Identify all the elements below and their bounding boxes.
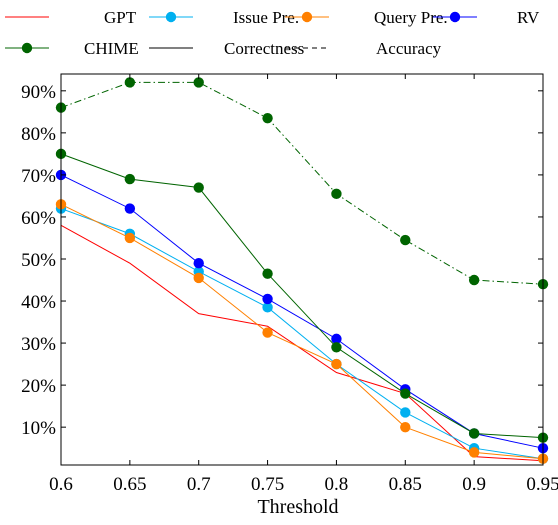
legend-label: RV bbox=[517, 8, 540, 27]
legend-label: GPT bbox=[104, 8, 137, 27]
legend-label: Accuracy bbox=[376, 39, 442, 58]
data-point-rv bbox=[193, 257, 204, 269]
x-tick-label: 0.65 bbox=[113, 474, 146, 495]
data-point-issue-pre bbox=[400, 407, 411, 418]
legend-item-rv: RV bbox=[433, 8, 540, 27]
legend-item-issue-pre: Issue Pre. bbox=[149, 8, 299, 27]
data-point-rv bbox=[331, 333, 342, 345]
legend-item-query-pre: Query Pre. bbox=[285, 8, 448, 27]
legend-item-accuracy: Accuracy bbox=[285, 39, 442, 58]
data-point-chime bbox=[193, 77, 204, 88]
x-tick-label: 0.7 bbox=[187, 474, 211, 495]
data-point-query-pre bbox=[262, 327, 273, 338]
legend-label: Query Pre. bbox=[374, 8, 448, 27]
x-tick-label: 0.95 bbox=[526, 474, 558, 495]
legend-swatch-marker bbox=[301, 11, 313, 23]
y-tick-label: 90% bbox=[21, 82, 56, 103]
data-point-chime bbox=[400, 234, 411, 246]
legend-label: Correctness bbox=[224, 39, 304, 58]
series-chime-dashdot bbox=[55, 77, 549, 290]
y-tick-label: 20% bbox=[21, 376, 56, 397]
series-line-gpt bbox=[60, 224, 544, 462]
data-point-query-pre bbox=[124, 232, 136, 244]
series-line-chime bbox=[60, 153, 544, 439]
data-point-chime bbox=[124, 77, 136, 88]
series-line-query-pre bbox=[60, 203, 544, 460]
y-tick-label: 80% bbox=[21, 124, 56, 145]
legend-item-chime: CHIME bbox=[5, 39, 139, 58]
series-line-issue-pre bbox=[60, 208, 544, 460]
legend-item-correctness: Correctness bbox=[149, 39, 304, 58]
series-chime-solid bbox=[55, 148, 549, 443]
data-point-chime bbox=[400, 388, 411, 399]
legend-label: CHIME bbox=[84, 39, 139, 58]
plot-frame bbox=[60, 73, 544, 466]
data-point-chime bbox=[331, 188, 342, 200]
data-point-rv bbox=[262, 293, 273, 305]
x-tick-label: 0.75 bbox=[251, 474, 284, 495]
data-point-chime bbox=[468, 274, 480, 286]
x-tick-label: 0.85 bbox=[389, 474, 422, 495]
series-query-pre-solid bbox=[55, 199, 549, 464]
data-point-chime bbox=[193, 182, 204, 193]
data-point-chime bbox=[468, 428, 480, 439]
y-tick-label: 70% bbox=[21, 166, 56, 187]
legend-swatch-marker bbox=[165, 11, 177, 23]
data-point-query-pre bbox=[193, 272, 204, 284]
data-point-chime bbox=[331, 342, 342, 353]
y-tick-label: 30% bbox=[21, 334, 56, 355]
legend-label: Issue Pre. bbox=[233, 8, 299, 27]
x-tick-label: 0.9 bbox=[462, 474, 486, 495]
data-point-chime bbox=[262, 268, 273, 279]
plot-area bbox=[55, 77, 549, 464]
data-point-query-pre bbox=[468, 447, 480, 458]
data-point-chime bbox=[124, 173, 136, 185]
data-point-query-pre bbox=[400, 421, 411, 433]
y-tick-label: 50% bbox=[21, 250, 56, 271]
y-tick-label: 10% bbox=[21, 418, 56, 439]
data-point-chime bbox=[262, 112, 273, 124]
series-rv-solid bbox=[55, 169, 549, 454]
series-line-chime bbox=[60, 81, 544, 285]
data-point-query-pre bbox=[331, 358, 342, 370]
y-tick-label: 40% bbox=[21, 292, 56, 313]
legend-swatch-marker bbox=[21, 42, 33, 54]
legend-swatch-marker bbox=[449, 11, 461, 23]
legend: GPT Issue Pre. Query Pre. RV CHIME Correctnes… bbox=[5, 8, 540, 58]
x-axis-label: Threshold bbox=[257, 496, 338, 518]
y-tick-label: 60% bbox=[21, 208, 56, 229]
series-line-rv bbox=[60, 174, 544, 449]
data-point-rv bbox=[124, 203, 136, 214]
legend-item-gpt: GPT bbox=[5, 8, 137, 27]
x-tick-label: 0.8 bbox=[325, 474, 349, 495]
data-point-issue-pre bbox=[262, 302, 273, 313]
axes: 0.6 0.65 0.7 0.75 0.8 0.85 0.9 0.95 10% 20% 30% 40%… bbox=[21, 73, 558, 495]
series-gpt-solid bbox=[60, 224, 544, 462]
x-tick-label: 0.6 bbox=[49, 474, 73, 495]
